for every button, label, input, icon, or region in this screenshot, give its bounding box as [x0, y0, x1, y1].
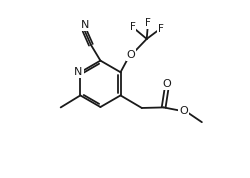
Text: N: N	[80, 20, 89, 30]
Text: O: O	[162, 79, 171, 89]
Text: F: F	[158, 24, 164, 34]
Text: O: O	[126, 50, 135, 60]
Text: F: F	[145, 18, 151, 28]
Text: O: O	[179, 106, 188, 116]
Text: N: N	[74, 67, 82, 77]
Text: F: F	[130, 22, 136, 32]
